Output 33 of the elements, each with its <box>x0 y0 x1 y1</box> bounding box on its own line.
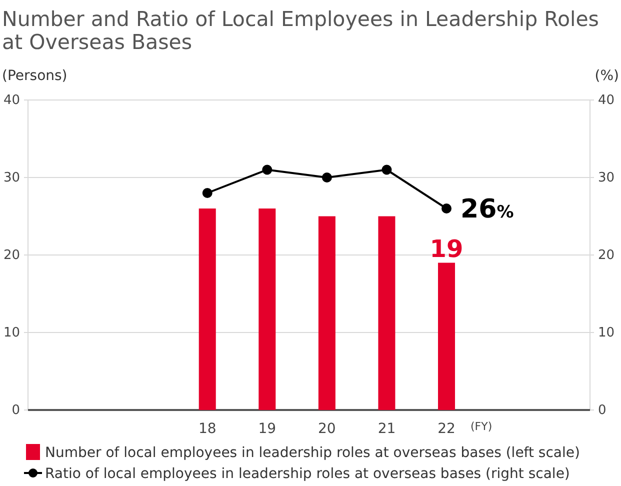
y-tick-label: 10 <box>3 326 20 341</box>
legend-label: Ratio of local employees in leadership roles at overseas bases (right scale) <box>45 466 570 482</box>
y-tick-label: 0 <box>12 403 20 418</box>
y-tick-label: 40 <box>3 93 20 108</box>
point <box>202 188 212 198</box>
bar <box>378 216 396 410</box>
y-tick-label: 30 <box>3 170 20 186</box>
y-axis-title: (Persons) <box>2 68 68 84</box>
x-tick-label: 22 <box>438 420 456 437</box>
x-tick-label: 18 <box>198 420 216 437</box>
point <box>382 164 392 175</box>
point <box>322 172 332 182</box>
x-axis-title: (FY) <box>470 420 492 433</box>
chart-title: Number and Ratio of Local Employees in Leadership Roles at Overseas Bases <box>2 7 599 54</box>
x-tick-label: 19 <box>258 420 276 437</box>
bar <box>438 262 456 410</box>
bar <box>318 216 336 410</box>
data-label: 19 <box>430 234 464 263</box>
point <box>262 164 272 175</box>
y2-tick-label: 10 <box>598 326 615 341</box>
bar <box>258 208 276 410</box>
x-tick-label: 20 <box>318 420 336 437</box>
x-tick-label: 21 <box>378 420 396 437</box>
legend-label: Number of local employees in leadership roles at overseas bases (left scale) <box>45 445 580 461</box>
bar <box>198 208 216 410</box>
y2-tick-label: 30 <box>598 170 615 186</box>
data-label: 26% <box>460 194 514 224</box>
y2-tick-label: 0 <box>598 403 606 418</box>
y2-axis-title: (%) <box>594 68 619 84</box>
y2-tick-label: 20 <box>598 248 615 264</box>
y-tick-label: 20 <box>3 248 20 264</box>
point <box>442 204 452 214</box>
y2-tick-label: 40 <box>598 93 615 108</box>
